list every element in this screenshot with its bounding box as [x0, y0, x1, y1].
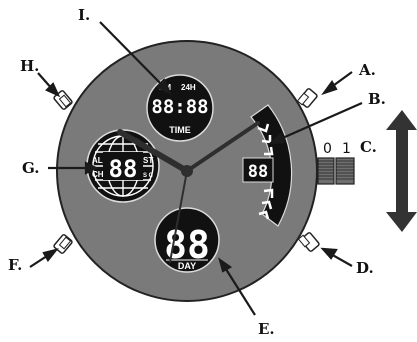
crown-position-0: 0 — [323, 141, 332, 157]
callout-b: B. — [368, 90, 386, 108]
callout-arrows — [29, 21, 363, 316]
world-left-bottom: CH — [92, 170, 104, 179]
world-right-bottom: S C — [143, 173, 154, 179]
time-label: TIME — [169, 125, 191, 135]
pusher-d — [297, 232, 320, 252]
watch-hands — [117, 121, 260, 263]
hour-hand — [117, 129, 190, 174]
callout-e: E. — [258, 320, 275, 338]
time-digits: 88:88 — [151, 96, 208, 118]
callout-f: F. — [8, 256, 22, 274]
day-display: 88 DAY — [154, 207, 220, 273]
crown — [317, 157, 355, 185]
minute-hand — [185, 121, 260, 173]
day-label: DAY — [178, 261, 196, 271]
world-left-top: AL — [92, 156, 103, 165]
time-display-window — [146, 74, 214, 142]
crown-pull-arrow — [386, 110, 417, 232]
callout-d: D. — [356, 259, 374, 277]
time-24h: 24H — [181, 83, 196, 92]
world-digits: 88 — [109, 155, 138, 183]
arrow-b — [277, 101, 363, 142]
crown-position-1: 1 — [342, 141, 351, 157]
pusher-a — [296, 88, 318, 108]
world-display: AL CH 88 ST S C — [86, 129, 160, 203]
time-display: PM 24H 88:88 TIME — [146, 74, 214, 142]
callout-g: G. — [22, 159, 40, 177]
arrow-e — [223, 265, 256, 316]
callout-c: C. — [360, 138, 377, 156]
hand-pivot — [181, 165, 193, 177]
bar-chevrons — [257, 123, 274, 220]
world-right-top: ST — [143, 156, 153, 165]
callout-a: A. — [358, 61, 376, 79]
bar-digits: 88 — [248, 162, 268, 182]
callout-i: I. — [78, 6, 90, 24]
callout-h: H. — [20, 57, 39, 75]
arrow-i — [99, 21, 166, 89]
second-hand — [169, 170, 188, 263]
